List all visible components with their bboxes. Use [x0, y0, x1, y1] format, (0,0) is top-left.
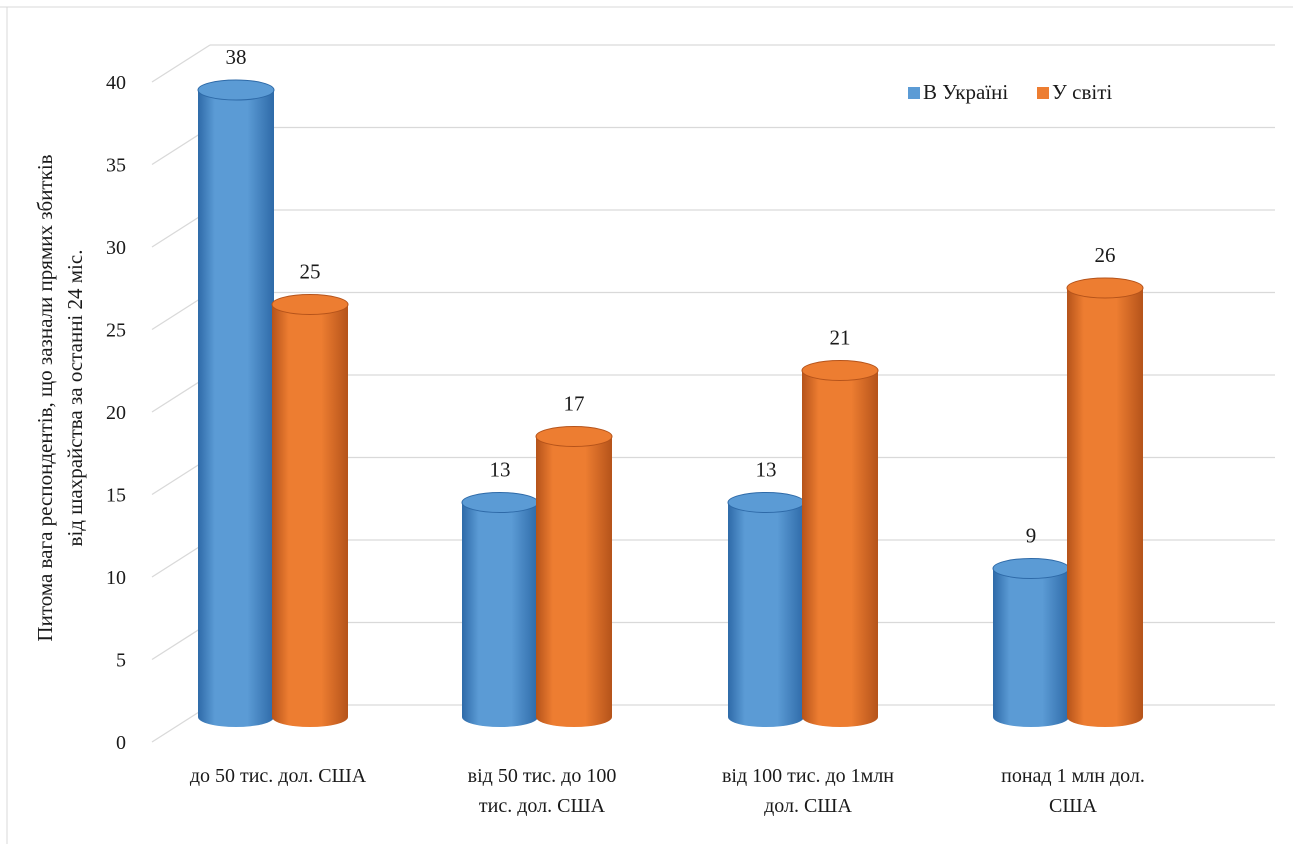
bar	[801, 360, 879, 727]
data-label: 9	[1026, 524, 1037, 548]
bar	[535, 426, 613, 727]
bars	[197, 79, 1144, 727]
data-label: 17	[564, 392, 585, 416]
bar-body	[1067, 288, 1143, 727]
legend-swatch	[1037, 87, 1049, 99]
data-label: 25	[300, 260, 321, 284]
bar-top	[992, 558, 1070, 579]
y-tick-label: 5	[116, 650, 126, 672]
y-axis-label: Питома вага респондентів, що зазнали пря…	[33, 154, 87, 641]
y-tick-labels: 0 5 10 15 20 25 30 35 40	[106, 72, 126, 754]
bar	[197, 79, 275, 727]
bar	[727, 492, 805, 727]
data-labels: 38 13 13 9 25 17 21 26	[226, 45, 1116, 548]
legend-item: У світі	[1037, 80, 1112, 104]
legend-label: В Україні	[923, 80, 1008, 104]
bar-body	[728, 502, 804, 727]
bar-body	[993, 568, 1069, 727]
gridline-diagonal	[151, 44, 211, 83]
bar-top	[1066, 277, 1144, 299]
bar	[1066, 277, 1144, 727]
data-label: 21	[830, 326, 851, 350]
category-label: понад 1 млн дол.	[1001, 765, 1145, 787]
y-tick-label: 35	[106, 155, 126, 177]
bar	[461, 492, 539, 727]
bar-body	[802, 370, 878, 727]
bar-top	[461, 492, 539, 513]
y-tick-label: 20	[106, 402, 126, 424]
bar-top	[197, 79, 275, 101]
category-labels: до 50 тис. дол. США від 50 тис. до 100 тис…	[190, 765, 1145, 817]
bar-top	[535, 426, 613, 447]
y-tick-label: 10	[106, 567, 126, 589]
bar-top	[801, 360, 879, 381]
bar	[271, 294, 349, 727]
bar-top	[271, 294, 349, 315]
legend-label: У світі	[1052, 80, 1112, 104]
bar-body	[198, 90, 274, 727]
data-label: 13	[756, 458, 777, 482]
y-axis-label-line: Питома вага респондентів, що зазнали пря…	[33, 154, 57, 641]
data-label: 13	[490, 458, 511, 482]
category-label: від 50 тис. до 100	[468, 765, 617, 787]
y-axis-label-line: від шахрайства за останні 24 міс.	[63, 250, 87, 547]
bar-body	[462, 502, 538, 727]
category-label: тис. дол. США	[479, 795, 606, 817]
bar-top	[727, 492, 805, 513]
bar-body	[272, 304, 348, 727]
category-label: від 100 тис. до 1млн	[722, 765, 894, 787]
y-tick-label: 30	[106, 237, 126, 259]
category-label: США	[1049, 795, 1098, 817]
legend-item: В Україні	[908, 80, 1008, 104]
y-tick-label: 25	[106, 320, 126, 342]
legend-swatch	[908, 87, 920, 99]
legend: В Україні У світі	[908, 80, 1112, 104]
category-label: дол. США	[764, 795, 852, 817]
data-label: 26	[1095, 243, 1116, 267]
data-label: 38	[226, 45, 247, 69]
y-tick-label: 15	[106, 485, 126, 507]
category-label: до 50 тис. дол. США	[190, 765, 367, 787]
y-tick-label: 0	[116, 732, 126, 754]
y-tick-label: 40	[106, 72, 126, 94]
bar-body	[536, 436, 612, 727]
bar	[992, 558, 1070, 727]
